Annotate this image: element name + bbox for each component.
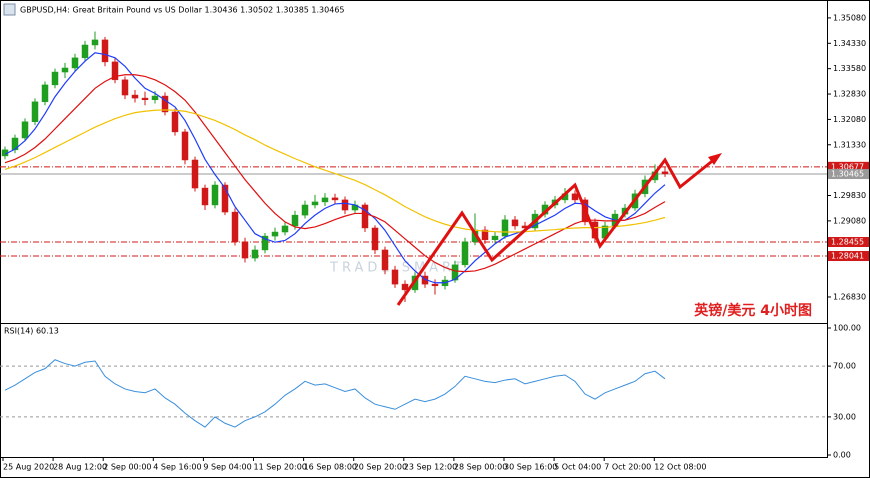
candle-body: [331, 197, 339, 201]
candle-body: [121, 79, 129, 96]
last-price-box: [828, 169, 869, 180]
last-price-label: 1.30465: [831, 170, 864, 179]
candle-body: [491, 235, 499, 241]
y-tick-label: 1.31330: [833, 140, 866, 149]
candle-body: [221, 184, 229, 213]
watermark: TRADE SMART: [329, 261, 466, 276]
x-tick-label: 28 Aug 12:00: [53, 463, 107, 472]
candle-body: [301, 204, 309, 216]
y-tick-label: 1.26830: [833, 292, 866, 301]
y-tick-label: 100.00: [833, 324, 861, 333]
candle-body: [391, 269, 399, 285]
x-tick-label: 11 Sep 20:00: [254, 463, 307, 472]
candle-body: [21, 121, 29, 139]
candle-body: [131, 94, 139, 99]
candle-body: [281, 225, 289, 233]
y-tick-label: 1.33580: [833, 64, 866, 73]
candle-body: [241, 241, 249, 259]
candle-body: [571, 193, 579, 201]
candle-body: [271, 231, 279, 237]
candle-body: [321, 197, 329, 203]
level-label-box: [828, 161, 869, 172]
candle-body: [371, 227, 379, 251]
candle-body: [51, 71, 59, 86]
candle-body: [461, 241, 469, 266]
candle-body: [381, 249, 389, 271]
candle-body: [171, 111, 179, 133]
y-tick-label: 1.29830: [833, 191, 866, 200]
x-tick-label: 16 Sep 08:00: [304, 463, 357, 472]
moving-average: [4, 74, 666, 273]
level-label: 1.28041: [831, 252, 864, 261]
candle-body: [11, 137, 19, 151]
candle-body: [101, 39, 109, 63]
moving-average: [4, 109, 666, 233]
x-tick-label: 30 Sep 16:00: [504, 463, 557, 472]
x-tick-label: 25 Aug 2020: [3, 463, 54, 472]
candle-body: [431, 283, 439, 287]
candle-body: [251, 249, 259, 259]
candle-body: [91, 39, 99, 46]
candle-body: [211, 184, 219, 206]
candle-body: [71, 57, 79, 69]
x-tick-label: 9 Sep 04:00: [203, 463, 251, 472]
candle-body: [61, 67, 69, 73]
candle-body: [111, 61, 119, 81]
y-tick-label: 70.00: [833, 362, 856, 371]
y-tick-label: 1.34330: [833, 39, 866, 48]
x-tick-label: 4 Sep 16:00: [153, 463, 201, 472]
chart-title: GBPUSD,H4: Great Britain Pound vs US Dol…: [20, 6, 345, 15]
y-tick-label: 1.29080: [833, 216, 866, 225]
candle-body: [361, 204, 369, 229]
candle-body: [311, 201, 319, 206]
y-tick-label: 1.35080: [833, 13, 866, 22]
candle-body: [181, 131, 189, 161]
y-tick-label: 1.32830: [833, 90, 866, 99]
candle-body: [261, 235, 269, 251]
x-tick-label: 2 Sep 00:00: [103, 463, 151, 472]
trend-arrow: [396, 156, 717, 306]
y-tick-label: 1.32080: [833, 115, 866, 124]
level-label: 1.30677: [831, 162, 864, 171]
candle-body: [451, 264, 459, 281]
level-label-box: [828, 237, 869, 248]
x-tick-label: 5 Oct 04:00: [554, 463, 601, 472]
candle-body: [511, 219, 519, 227]
rsi-line: [4, 359, 666, 428]
x-tick-label: 7 Oct 20:00: [604, 463, 651, 472]
candle-body: [291, 214, 299, 227]
candle-body: [481, 229, 489, 241]
candle-body: [161, 95, 169, 113]
candle-body: [191, 159, 199, 189]
candle-body: [341, 199, 349, 211]
level-label-box: [828, 251, 869, 262]
x-tick-label: 23 Sep 12:00: [404, 463, 457, 472]
candle-body: [201, 187, 209, 206]
candle-body: [31, 101, 39, 123]
candle-body: [151, 95, 159, 101]
moving-average: [4, 52, 666, 284]
arrow-head: [708, 153, 722, 165]
y-tick-label: 0.00: [833, 451, 851, 460]
chart-icon: [3, 3, 16, 16]
y-tick-label: 30.00: [833, 412, 856, 421]
x-tick-label: 12 Oct 08:00: [654, 463, 706, 472]
candle-body: [501, 219, 509, 237]
level-label: 1.28455: [831, 238, 864, 247]
candle-body: [401, 283, 409, 291]
candle-body: [661, 171, 669, 175]
x-tick-label: 20 Sep 20:00: [354, 463, 407, 472]
candle-body: [41, 84, 49, 103]
candle-body: [141, 97, 149, 101]
rsi-title: RSI(14) 60.13: [4, 327, 59, 336]
candle-body: [81, 44, 89, 59]
annotation: 英镑/美元 4小时图: [693, 302, 812, 319]
candle-body: [231, 211, 239, 243]
x-tick-label: 28 Sep 00:00: [454, 463, 507, 472]
